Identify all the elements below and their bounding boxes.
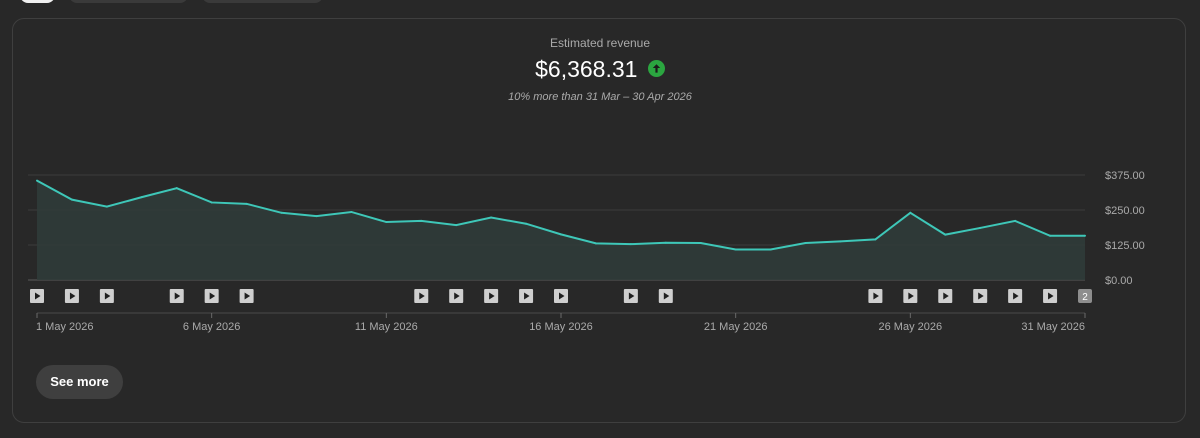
data-point — [350, 210, 353, 213]
play-icon-glyph — [174, 292, 181, 300]
play-icon-glyph — [908, 292, 914, 300]
data-point — [629, 243, 632, 246]
play-icon-glyph — [1013, 292, 1019, 300]
play-icon-glyph — [873, 292, 879, 300]
play-icon-glyph — [35, 292, 41, 300]
play-icon[interactable] — [30, 289, 44, 303]
data-point — [455, 224, 458, 227]
data-point — [36, 179, 38, 182]
video-cluster-count: 2 — [1082, 292, 1088, 303]
data-point — [210, 201, 213, 204]
play-icon-glyph — [244, 292, 251, 300]
x-tick-label: 16 May 2026 — [529, 321, 593, 333]
metric-label: Estimated revenue — [549, 36, 651, 50]
filter-chip-active[interactable] — [20, 0, 55, 3]
x-tick-label: 1 May 2026 — [36, 321, 93, 333]
see-more-button[interactable]: See more — [36, 365, 123, 399]
data-point — [525, 222, 528, 225]
video-cluster-bg — [1078, 289, 1092, 303]
play-icon[interactable] — [554, 289, 568, 303]
play-icon[interactable] — [623, 289, 638, 303]
play-icon[interactable] — [414, 289, 429, 303]
play-icon[interactable] — [1008, 289, 1023, 303]
play-icon-glyph — [978, 292, 984, 300]
filter-chip[interactable] — [202, 0, 323, 3]
play-icon-glyph — [454, 292, 460, 300]
play-icon[interactable] — [938, 289, 953, 303]
x-tick-label: 11 May 2026 — [355, 321, 418, 333]
play-icon[interactable] — [658, 289, 673, 303]
play-icon[interactable] — [449, 289, 464, 303]
data-point — [1049, 234, 1052, 237]
play-icon-glyph — [489, 292, 495, 300]
metric-comparison: 10% more than 31 Mar – 30 Apr 2026 — [508, 91, 692, 103]
play-icon[interactable] — [99, 289, 114, 303]
play-icon-glyph — [524, 292, 530, 300]
metric-value-row: $6,368.31 — [0, 56, 1200, 83]
data-point — [944, 233, 947, 236]
data-point — [1014, 219, 1017, 222]
play-icon[interactable] — [1043, 289, 1058, 303]
play-icon[interactable] — [484, 289, 499, 303]
data-point — [245, 202, 248, 205]
y-tick-label: $125.00 — [1105, 240, 1145, 252]
play-icon[interactable] — [64, 289, 79, 303]
x-tick-label: 6 May 2026 — [183, 321, 240, 333]
play-icon-glyph — [943, 292, 949, 300]
data-point — [594, 242, 597, 245]
data-point — [175, 187, 178, 190]
area-fill — [37, 180, 1085, 280]
play-icon-glyph — [104, 292, 111, 300]
play-icon[interactable] — [868, 289, 883, 303]
play-icon[interactable] — [239, 289, 254, 303]
data-point — [280, 211, 283, 214]
play-icon[interactable] — [169, 289, 184, 303]
data-point — [105, 205, 108, 208]
data-point — [490, 216, 493, 219]
play-icon-glyph — [663, 292, 670, 300]
data-point — [420, 219, 423, 222]
play-icon-glyph — [209, 292, 216, 300]
data-point — [839, 240, 842, 243]
play-icon-glyph — [559, 292, 565, 300]
x-tick-label: 26 May 2026 — [879, 321, 943, 333]
data-point — [769, 248, 772, 251]
filter-chip[interactable] — [69, 0, 188, 3]
data-point — [140, 196, 143, 199]
data-point — [874, 238, 877, 241]
play-icon[interactable] — [519, 289, 534, 303]
data-point — [560, 233, 562, 236]
y-tick-label: $250.00 — [1105, 205, 1145, 217]
data-point — [804, 242, 807, 245]
data-point — [385, 221, 388, 224]
metric-value: $6,368.31 — [535, 56, 638, 82]
y-tick-label: $375.00 — [1105, 170, 1145, 182]
play-icon-glyph — [419, 292, 425, 300]
y-tick-label: $0.00 — [1105, 275, 1133, 287]
data-point — [664, 241, 667, 244]
x-tick-label: 21 May 2026 — [704, 321, 768, 333]
play-icon[interactable] — [903, 289, 918, 303]
data-point — [1084, 234, 1086, 237]
data-point — [70, 198, 73, 201]
play-icon-glyph — [69, 292, 76, 300]
data-point — [315, 215, 318, 218]
data-point — [909, 211, 912, 214]
play-icon[interactable] — [973, 289, 988, 303]
data-point — [979, 226, 982, 229]
data-point — [734, 248, 737, 251]
arrow-up-icon — [647, 60, 665, 77]
x-tick-label: 31 May 2026 — [1021, 321, 1085, 333]
data-point — [699, 242, 702, 245]
video-cluster-badge[interactable]: 2 — [1078, 289, 1092, 303]
play-icon[interactable] — [204, 289, 219, 303]
play-icon-glyph — [628, 292, 635, 300]
play-icon-glyph — [1048, 292, 1054, 300]
